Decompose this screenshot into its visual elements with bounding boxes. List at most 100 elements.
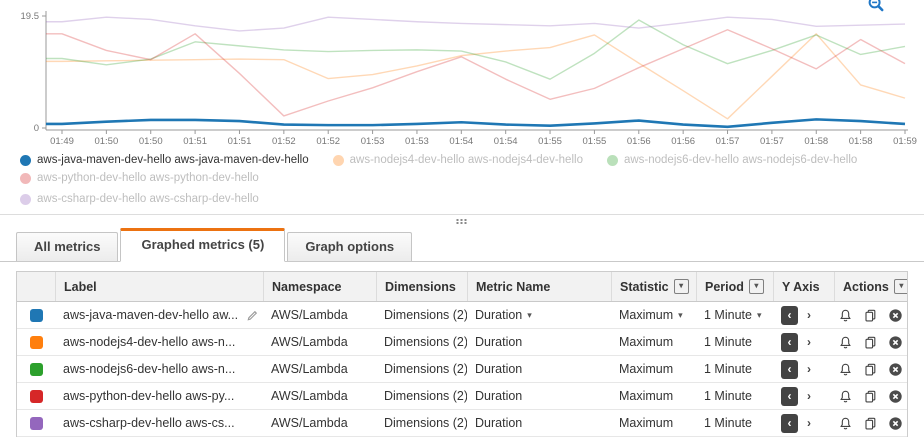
edit-label-icon[interactable] <box>246 309 259 322</box>
metric-label: aws-nodejs6-dev-hello aws-n... <box>63 362 236 376</box>
statistic-cell[interactable]: Maximum ▾ <box>619 308 683 322</box>
remove-icon[interactable] <box>888 416 903 431</box>
alarm-icon[interactable] <box>838 416 853 431</box>
tab-graphed-metrics[interactable]: Graphed metrics (5) <box>120 228 286 262</box>
metric-label: aws-java-maven-dev-hello aw... <box>63 308 239 322</box>
duplicate-icon[interactable] <box>863 308 878 323</box>
x-tick-label: 01:53 <box>405 136 429 147</box>
legend-item[interactable]: aws-nodejs6-dev-hello aws-nodejs6-dev-he… <box>606 153 858 168</box>
metric-name-cell[interactable]: Duration ▾ <box>475 308 532 322</box>
metric-row[interactable]: aws-python-dev-hello aws-py... AWS/Lambda… <box>17 383 907 410</box>
column-header-metric-name: Metric Name <box>467 272 611 301</box>
legend-item[interactable]: aws-java-maven-dev-hello aws-java-maven-… <box>20 153 309 168</box>
graphed-metrics-table: Label Namespace Dimensions Metric Name Stati… <box>16 271 908 437</box>
dimensions-cell[interactable]: Dimensions (2) <box>384 389 467 403</box>
x-tick-label: 01:59 <box>893 136 917 147</box>
metrics-chart[interactable]: 19.5 0 01:49 01:50 01:50 01:51 01:51 01:52 01:52… <box>0 0 924 148</box>
legend-label: aws-csharp-dev-hello aws-csharp-dev-hell… <box>37 193 259 205</box>
y-axis-cell: ‹ › <box>773 305 834 325</box>
y-axis-left-button[interactable]: ‹ <box>781 305 798 325</box>
x-tick-label: 01:52 <box>316 136 340 147</box>
metric-row[interactable]: aws-nodejs4-dev-hello aws-n... AWS/Lambda… <box>17 329 907 356</box>
column-header-actions: Actions ▾ <box>834 272 907 301</box>
column-header-period: Period ▾ <box>696 272 773 301</box>
y-axis-right-button[interactable]: › <box>807 308 811 322</box>
tab-all-metrics[interactable]: All metrics <box>16 232 119 261</box>
table-body: aws-java-maven-dev-hello aw... AWS/Lambda… <box>17 302 907 437</box>
actions-cell <box>834 389 907 404</box>
y-axis-right-button[interactable]: › <box>807 416 811 430</box>
metric-label-cell: aws-csharp-dev-hello aws-cs... <box>55 416 263 430</box>
y-axis-right-button[interactable]: › <box>807 335 811 349</box>
namespace-cell: AWS/Lambda <box>271 335 348 349</box>
dimensions-cell[interactable]: Dimensions (2) <box>384 335 467 349</box>
series-color-swatch[interactable] <box>29 416 43 430</box>
x-tick-label: 01:51 <box>183 136 207 147</box>
series-color-swatch[interactable] <box>29 389 43 403</box>
remove-icon[interactable] <box>888 362 903 377</box>
remove-icon[interactable] <box>888 335 903 350</box>
remove-icon[interactable] <box>888 308 903 323</box>
period-cell: 1 Minute <box>704 362 752 376</box>
x-tick-label: 01:53 <box>361 136 385 147</box>
tab-graph-options[interactable]: Graph options <box>287 232 413 261</box>
metric-label-cell: aws-nodejs4-dev-hello aws-n... <box>55 335 263 349</box>
x-tick-label: 01:58 <box>804 136 828 147</box>
series-color-swatch[interactable] <box>29 335 43 349</box>
namespace-cell: AWS/Lambda <box>271 308 348 322</box>
duplicate-icon[interactable] <box>863 416 878 431</box>
dimensions-cell[interactable]: Dimensions (2) <box>384 416 467 430</box>
dropdown-caret-icon: ▾ <box>756 309 762 320</box>
y-axis-right-button[interactable]: › <box>807 362 811 376</box>
metric-name-cell: Duration <box>475 335 523 349</box>
legend-marker-icon <box>20 194 31 205</box>
column-filter-icon[interactable]: ▾ <box>893 279 907 294</box>
dimensions-cell[interactable]: Dimensions (2) <box>384 362 467 376</box>
x-tick-label: 01:58 <box>849 136 873 147</box>
y-axis-left-button[interactable]: ‹ <box>781 413 798 433</box>
metric-label: aws-csharp-dev-hello aws-cs... <box>63 416 235 430</box>
alarm-icon[interactable] <box>838 308 853 323</box>
legend-label: aws-nodejs4-dev-hello aws-nodejs4-dev-he… <box>349 154 583 166</box>
x-tick-label: 01:51 <box>228 136 252 147</box>
series-color-swatch[interactable] <box>29 308 43 322</box>
period-cell: 1 Minute <box>704 389 752 403</box>
zoom-out-icon[interactable] <box>867 0 886 19</box>
y-axis-left-button[interactable]: ‹ <box>781 332 798 352</box>
y-axis-left-button[interactable]: ‹ <box>781 386 798 406</box>
legend-marker-icon <box>606 155 618 166</box>
duplicate-icon[interactable] <box>863 389 878 404</box>
x-tick-label: 01:52 <box>272 136 296 147</box>
duplicate-icon[interactable] <box>863 335 878 350</box>
series-color-swatch[interactable] <box>29 362 43 376</box>
metric-label-cell: aws-nodejs6-dev-hello aws-n... <box>55 362 263 376</box>
remove-icon[interactable] <box>888 389 903 404</box>
metric-row[interactable]: aws-java-maven-dev-hello aw... AWS/Lambda… <box>17 302 907 329</box>
duplicate-icon[interactable] <box>863 362 878 377</box>
y-axis-left-button[interactable]: ‹ <box>781 359 798 379</box>
alarm-icon[interactable] <box>838 335 853 350</box>
alarm-icon[interactable] <box>838 389 853 404</box>
legend-label: aws-python-dev-hello aws-python-dev-hell… <box>37 172 259 184</box>
metric-row[interactable]: aws-csharp-dev-hello aws-cs... AWS/Lambda… <box>17 410 907 437</box>
dimensions-cell[interactable]: Dimensions (2) <box>384 308 467 322</box>
resize-handle-icon[interactable] <box>456 219 468 224</box>
column-filter-icon[interactable]: ▾ <box>673 279 689 294</box>
line-series <box>46 19 906 80</box>
legend-label: aws-nodejs6-dev-hello aws-nodejs6-dev-he… <box>623 154 858 166</box>
metric-row[interactable]: aws-nodejs6-dev-hello aws-n... AWS/Lambda… <box>17 356 907 383</box>
legend-item[interactable]: aws-nodejs4-dev-hello aws-nodejs4-dev-he… <box>332 153 583 168</box>
alarm-icon[interactable] <box>838 362 853 377</box>
legend-item[interactable]: aws-python-dev-hello aws-python-dev-hell… <box>20 171 259 186</box>
tab-bar: All metrics Graphed metrics (5) Graph op… <box>0 228 924 262</box>
period-cell[interactable]: 1 Minute ▾ <box>704 308 762 322</box>
namespace-cell: AWS/Lambda <box>271 416 348 430</box>
y-axis-right-button[interactable]: › <box>807 389 811 403</box>
legend-item[interactable]: aws-csharp-dev-hello aws-csharp-dev-hell… <box>20 192 259 207</box>
dropdown-caret-icon: ▾ <box>678 309 683 320</box>
metric-label-cell: aws-java-maven-dev-hello aw... <box>55 308 263 322</box>
column-filter-icon[interactable]: ▾ <box>748 279 764 294</box>
metric-label-cell: aws-python-dev-hello aws-py... <box>55 389 263 403</box>
x-tick-label: 01:57 <box>716 136 740 147</box>
line-series <box>46 118 906 129</box>
